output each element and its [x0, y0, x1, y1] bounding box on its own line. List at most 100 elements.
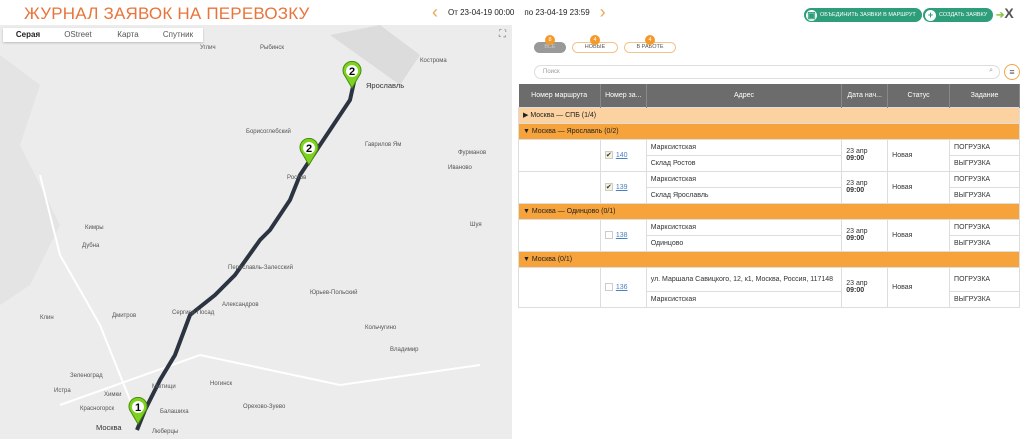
svg-text:1: 1	[135, 402, 141, 414]
city-label: Мытищи	[152, 384, 176, 390]
time: 09:00	[846, 155, 865, 162]
date-to[interactable]: по 23-04-19 23:59	[524, 7, 590, 17]
next-date-chevron-icon[interactable]: ›	[599, 2, 606, 22]
column-header[interactable]: Номер за...	[600, 84, 647, 107]
address-cell: Марксистская	[645, 170, 843, 188]
table-row[interactable]: ✔ 140 Марксистская 23 апр 09:00 Новая ПОГРУЗКА	[518, 138, 1020, 172]
map-tab[interactable]: Карта	[117, 30, 139, 39]
date-cell: 23 апр 09:00	[841, 138, 889, 172]
date: 23 апр	[846, 148, 868, 155]
filter-label: В РАБОТЕ	[636, 44, 664, 50]
filter-0[interactable]: ВСЕ 8	[534, 35, 566, 53]
count-badge: 4	[645, 35, 655, 45]
fullscreen-icon[interactable]: ⛶	[499, 29, 506, 40]
request-link[interactable]: 138	[615, 231, 628, 239]
filter-label: ВСЕ	[544, 44, 556, 50]
group-row[interactable]: ▶ Москва — СПБ (1/4)	[518, 106, 1020, 124]
svg-text:2: 2	[306, 143, 312, 155]
checkbox[interactable]: ✔	[604, 151, 613, 159]
date-cell: 23 апр 09:00	[841, 170, 889, 204]
map-marker-pin-icon[interactable]: 2	[342, 60, 362, 89]
time: 09:00	[846, 287, 865, 294]
city-label: Углич	[200, 45, 216, 51]
city-label: Ярославль	[366, 81, 405, 90]
column-header[interactable]: Статус	[887, 84, 951, 107]
route-cell	[518, 170, 601, 204]
merge-label: ОБЪЕДИНИТЬ ЗАЯВКИ В МАРШРУТ	[820, 12, 916, 18]
search-icon[interactable]: ⌕	[989, 67, 993, 74]
map-marker-pin-icon[interactable]: 1	[128, 396, 148, 425]
city-label: Кимры	[85, 225, 104, 231]
group-label: ▶ Москва — СПБ (1/4)	[518, 106, 1020, 124]
address-cell: Склад Ярославль	[645, 186, 843, 204]
city-label: Иваново	[448, 165, 472, 171]
column-header[interactable]: Дата нач...	[841, 84, 889, 107]
date-from[interactable]: От 23-04-19 00:00	[448, 7, 515, 17]
request-link[interactable]: 139	[615, 183, 628, 191]
menu-icon[interactable]: ≡	[1004, 64, 1020, 80]
city-label: Химки	[104, 392, 122, 398]
task-cell: ПОГРУЗКА	[949, 138, 1020, 156]
request-link[interactable]: 140	[615, 151, 628, 159]
address-cell: Марксистская	[645, 290, 843, 308]
checkbox[interactable]: ✔	[604, 183, 613, 191]
map[interactable]: Кострома Ярославль Иваново Гаврилов Ям Борис…	[0, 25, 512, 439]
city-label: Рыбинск	[260, 45, 285, 51]
date-cell: 23 апр 09:00	[841, 266, 889, 308]
page-title: ЖУРНАЛ ЗАЯВОК НА ПЕРЕВОЗКУ	[24, 4, 310, 23]
date-cell: 23 апр 09:00	[841, 218, 889, 252]
column-header[interactable]: Задание	[949, 84, 1020, 107]
city-label: Зеленоград	[70, 373, 103, 379]
city-label: Фурманов	[458, 150, 487, 156]
column-header[interactable]: Номер маршрута	[518, 84, 601, 107]
table-row[interactable]: ✔ 139 Марксистская 23 апр 09:00 Новая ПОГРУЗКА	[518, 170, 1020, 204]
filter-2[interactable]: В РАБОТЕ 4	[624, 35, 676, 53]
request-link[interactable]: 136	[615, 283, 628, 291]
column-header[interactable]: Адрес	[646, 84, 843, 107]
table-row-sub[interactable]: Одинцово ВЫГРУЗКА	[519, 234, 1020, 252]
group-row[interactable]: ▼ Москва — Ярославль (0/2)	[518, 122, 1020, 140]
city-label: Москва	[96, 423, 122, 432]
map-tab[interactable]: OStreet	[64, 30, 92, 39]
group-label: ▼ Москва — Одинцово (0/1)	[518, 202, 1020, 220]
city-label: Орехово-Зуево	[243, 404, 286, 410]
date: 23 апр	[846, 180, 868, 187]
address-cell: Марксистская	[645, 218, 843, 236]
table-row[interactable]: 136 ул. Маршала Савицкого, 12, к1, Москва…	[518, 266, 1020, 308]
table-row[interactable]: 138 Марксистская 23 апр 09:00 Новая ПОГРУЗКА	[518, 218, 1020, 252]
map-tab[interactable]: Серая	[15, 30, 41, 39]
city-label: Сергиев Посад	[172, 310, 215, 316]
map-marker-pin-icon[interactable]: 2	[299, 137, 319, 166]
city-label: Дубна	[82, 243, 100, 249]
address-cell: Одинцово	[645, 234, 843, 252]
filter-label: НОВЫЕ	[584, 44, 606, 50]
task-cell: ВЫГРУЗКА	[949, 186, 1020, 204]
logout-icon[interactable]: ➔X	[996, 5, 1014, 21]
group-row[interactable]: ▼ Москва — Одинцово (0/1)	[518, 202, 1020, 220]
status-cell: Новая	[887, 138, 951, 172]
table-row-sub[interactable]: Склад Ярославль ВЫГРУЗКА	[519, 186, 1020, 204]
filter-1[interactable]: НОВЫЕ 4	[572, 35, 618, 53]
date: 23 апр	[846, 280, 868, 287]
search-placeholder: Поиск	[543, 69, 560, 75]
checkbox[interactable]	[604, 231, 613, 239]
table-row-sub[interactable]: Марксистская ВЫГРУЗКА	[519, 290, 1020, 308]
status-cell: Новая	[887, 218, 951, 252]
checkbox[interactable]	[604, 283, 613, 291]
request-number-cell: ✔ 140	[599, 138, 647, 172]
svg-text:2: 2	[349, 66, 355, 78]
group-row[interactable]: ▼ Москва (0/1)	[518, 250, 1020, 268]
status-cell: Новая	[887, 266, 951, 308]
city-label: Дмитров	[112, 313, 137, 319]
time: 09:00	[846, 235, 865, 242]
map-type-tabs: Серая OStreet Карта Спутник	[3, 28, 203, 42]
city-label: Владимир	[390, 347, 419, 353]
route-cell	[518, 266, 601, 308]
search-input[interactable]: Поиск ⌕	[534, 65, 1000, 79]
plus-icon: +	[925, 9, 936, 21]
count-badge: 8	[545, 35, 555, 45]
merge-requests-button[interactable]: ▣ ОБЪЕДИНИТЬ ЗАЯВКИ В МАРШРУТ	[804, 8, 922, 22]
map-tab[interactable]: Спутник	[162, 30, 194, 39]
create-request-button[interactable]: + СОЗДАТЬ ЗАЯВКУ	[923, 8, 994, 22]
prev-date-chevron-icon[interactable]: ‹	[432, 2, 438, 22]
